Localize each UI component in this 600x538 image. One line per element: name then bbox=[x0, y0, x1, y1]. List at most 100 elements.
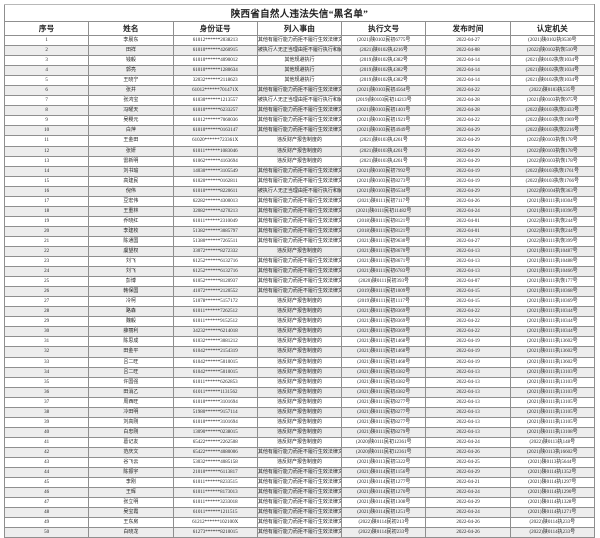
cell-reason[interactable]: 违反财产报告制度的 bbox=[256, 386, 343, 398]
cell-no[interactable]: 26 bbox=[3, 286, 90, 298]
cell-org[interactable]: (2022)陕0103执恢2433号 bbox=[509, 105, 596, 117]
cell-doc[interactable]: (2021)陕0111民初4382号 bbox=[341, 366, 427, 378]
cell-date[interactable]: 2022-04-26 bbox=[425, 517, 511, 529]
cell-doc[interactable]: (2021)陕0111民初8369号 bbox=[341, 306, 427, 318]
table-row[interactable]: 50 白晓龙 61273******8210015 其他有履行能力而拒不履行生效法律文… bbox=[3, 527, 596, 538]
cell-name[interactable]: 张井 bbox=[88, 85, 174, 97]
cell-id[interactable]: 61011******7262512 bbox=[172, 306, 258, 318]
cell-doc[interactable]: (2021)陕0111民初9630号 bbox=[341, 235, 427, 247]
cell-org[interactable]: (2022)陕0103执恢178号 bbox=[509, 145, 596, 157]
cell-org[interactable]: (2021)陕0111执13105号 bbox=[509, 406, 596, 418]
cell-id[interactable]: 32082******4270213 bbox=[172, 205, 258, 217]
cell-date[interactable]: 2022-04-07 bbox=[425, 276, 511, 288]
cell-org[interactable]: (2021)陕0111执10368号 bbox=[509, 286, 596, 298]
column-header-date[interactable]: 发布时间 bbox=[425, 21, 511, 36]
cell-reason[interactable]: 其他有履行能力而拒不履行生效法律文书确定义务的 bbox=[256, 527, 343, 538]
cell-doc[interactable]: (2021)陕0114民初1270号 bbox=[341, 487, 427, 499]
cell-id[interactable]: 61011******9152512 bbox=[172, 316, 258, 328]
table-row[interactable]: 10白萍61010******0163147其他有履行能力而拒不履行生效法律文书… bbox=[3, 125, 596, 137]
cell-doc[interactable]: (2020)陕0111民初393号 bbox=[341, 276, 427, 288]
cell-date[interactable]: 2022-04-14 bbox=[425, 55, 511, 67]
cell-id[interactable]: 61212******102100X bbox=[172, 517, 258, 529]
cell-id[interactable]: 61020******0162811 bbox=[172, 175, 258, 187]
cell-reason[interactable]: 其他有履行能力而拒不履行生效法律文书确定义务的 bbox=[256, 165, 343, 177]
cell-no[interactable]: 1 bbox=[3, 34, 90, 47]
cell-no[interactable]: 47 bbox=[3, 497, 90, 509]
cell-date[interactable]: 2022-04-01 bbox=[425, 215, 511, 227]
cell-date[interactable]: 2022-04-14 bbox=[425, 75, 511, 87]
cell-doc[interactable]: (2018)陕0111民初8121号 bbox=[341, 215, 427, 227]
cell-doc[interactable]: (2021)陕0111民初1468号 bbox=[341, 336, 427, 348]
cell-date[interactable]: 2022-04-26 bbox=[425, 527, 511, 538]
cell-name[interactable]: 白忠刚 bbox=[88, 426, 174, 438]
cell-date[interactable]: 2022-04-26 bbox=[425, 446, 511, 458]
cell-no[interactable]: 25 bbox=[3, 276, 90, 288]
cell-id[interactable]: 61273******8210015 bbox=[172, 527, 258, 538]
cell-id[interactable]: 61252******6132716 bbox=[172, 266, 258, 278]
cell-date[interactable]: 2022-04-28 bbox=[425, 105, 511, 117]
cell-doc[interactable]: (2019)陕0111民初1117号 bbox=[341, 296, 427, 308]
cell-name[interactable]: 王重林 bbox=[88, 205, 174, 217]
cell-date[interactable]: 2022-04-29 bbox=[425, 467, 511, 479]
cell-name[interactable]: 乔晓红 bbox=[88, 215, 174, 227]
table-row[interactable]: 46王辉61011******8173013其他有履行能力而拒不履行生效法律文书… bbox=[3, 487, 596, 499]
cell-name[interactable]: 雷新明 bbox=[88, 155, 174, 167]
cell-org[interactable]: (2021)陕0111执13602号 bbox=[509, 356, 596, 368]
table-row[interactable]: 39 刘高刚 61010******3101694 违反财产报告制度的 (2021)陕0… bbox=[3, 416, 596, 428]
table-row[interactable]: 33 吕二旺 61042******5010015 违反财产报告制度的 (2021)陕0… bbox=[3, 356, 596, 368]
cell-date[interactable]: 2022-04-29 bbox=[425, 185, 511, 197]
cell-reason[interactable]: 违反财产报告制度的 bbox=[256, 306, 343, 318]
cell-doc[interactable]: (2021)陕0103民初4564号 bbox=[341, 85, 427, 97]
cell-doc[interactable]: (2019)陕0103民初14213号 bbox=[341, 95, 427, 107]
table-row[interactable]: 2田祥61010******4260915被执行人无正当理由拒不履行执行和解协议… bbox=[3, 45, 596, 57]
cell-date[interactable]: 2022-04-19 bbox=[425, 356, 511, 368]
cell-doc[interactable]: (2021)陕0114民初1156号 bbox=[341, 467, 427, 479]
table-row[interactable]: 42 范庆文 65422******4080006 其他有履行能力而拒不履行生效法律文… bbox=[3, 446, 596, 458]
cell-org[interactable]: (2021)陕0111执13108号 bbox=[509, 426, 596, 438]
cell-doc[interactable]: (2021)陕0103民初1401号 bbox=[341, 105, 427, 117]
cell-date[interactable]: 2022-04-24 bbox=[425, 487, 511, 499]
cell-name[interactable]: 周西旺 bbox=[88, 396, 174, 408]
cell-id[interactable]: 61011******6262853 bbox=[172, 376, 258, 388]
cell-no[interactable]: 20 bbox=[3, 225, 90, 237]
cell-reason[interactable]: 其他有履行能力而拒不履行生效法律文书确定义务的 bbox=[256, 446, 343, 458]
cell-reason[interactable]: 其他规避执行 bbox=[256, 65, 343, 77]
cell-name[interactable]: 冷柯 bbox=[88, 296, 174, 308]
table-row[interactable]: 24刘飞61252******6132716其他有履行能力而拒不履行生效法律文书… bbox=[3, 266, 596, 278]
cell-no[interactable]: 17 bbox=[3, 195, 90, 207]
cell-no[interactable]: 41 bbox=[3, 436, 90, 448]
column-header-no[interactable]: 序号 bbox=[3, 21, 90, 36]
cell-id[interactable]: 61011******1211515 bbox=[172, 507, 258, 519]
cell-date[interactable]: 2022-04-24 bbox=[425, 436, 511, 448]
table-row[interactable]: 6张井61012******701471X其他有履行能力而拒不履行生效法律文书确… bbox=[3, 85, 596, 97]
cell-reason[interactable]: 违反财产报告制度的 bbox=[256, 296, 343, 308]
cell-doc[interactable]: (2021)陕0103民初1921号 bbox=[341, 115, 427, 127]
table-row[interactable]: 36 田消乙 61011******1131562 违反财产报告制度的 (2021)陕0… bbox=[3, 386, 596, 398]
cell-id[interactable]: 61020******723361X bbox=[172, 135, 258, 147]
cell-no[interactable]: 34 bbox=[3, 366, 90, 378]
cell-org[interactable]: (2022)陕0104执恢363号 bbox=[509, 185, 596, 197]
table-row[interactable]: 19 乔晓红 61011******2310049 其他有履行能力而拒不履行生效法律文… bbox=[3, 215, 596, 227]
table-row[interactable]: 34 吕二旺 61042******5010015 违反财产报告制度的 (2021)陕0… bbox=[3, 366, 596, 378]
cell-id[interactable]: 61012******701471X bbox=[172, 85, 258, 97]
cell-doc[interactable]: (2021)陕0102民初6775号 bbox=[341, 34, 427, 47]
cell-date[interactable]: 2022-04-19 bbox=[425, 175, 511, 187]
cell-reason[interactable]: 其他有履行能力而拒不履行生效法律文书确定义务的 bbox=[256, 266, 343, 278]
cell-org[interactable]: (2021)陕0111执13103号 bbox=[509, 376, 596, 388]
cell-id[interactable]: 61030******1213557 bbox=[172, 95, 258, 107]
cell-name[interactable]: 田消乙 bbox=[88, 386, 174, 398]
cell-id[interactable]: 61012******2038213 bbox=[172, 34, 258, 47]
cell-reason[interactable]: 其他有履行能力而拒不履行生效法律文书确定义务的 bbox=[256, 205, 343, 217]
cell-name[interactable]: 陈振宇 bbox=[88, 467, 174, 479]
cell-org[interactable]: (2022)陕0103执535号 bbox=[509, 85, 596, 97]
cell-org[interactable]: (2021)陕0114执1290号 bbox=[509, 487, 596, 499]
cell-doc[interactable]: (2021)陕0103民初6534号 bbox=[341, 185, 427, 197]
cell-doc[interactable]: (2021)陕0111民初8369号 bbox=[341, 316, 427, 328]
table-row[interactable]: 14 刘书瑜 14030******3105549 其他有履行能力而拒不履行生效法律文… bbox=[3, 165, 596, 177]
cell-id[interactable]: 51380******7265511 bbox=[172, 235, 258, 247]
cell-date[interactable]: 2022-04-14 bbox=[425, 65, 511, 77]
cell-date[interactable]: 2022-04-19 bbox=[425, 165, 511, 177]
cell-id[interactable]: 61062******4163694 bbox=[172, 155, 258, 167]
table-row[interactable]: 25彭博61052******8120937其他有履行能力而拒不履行生效法律文书… bbox=[3, 276, 596, 288]
cell-reason[interactable]: 被执行人无正当理由拒不履行执行和解协议的 bbox=[256, 185, 343, 197]
